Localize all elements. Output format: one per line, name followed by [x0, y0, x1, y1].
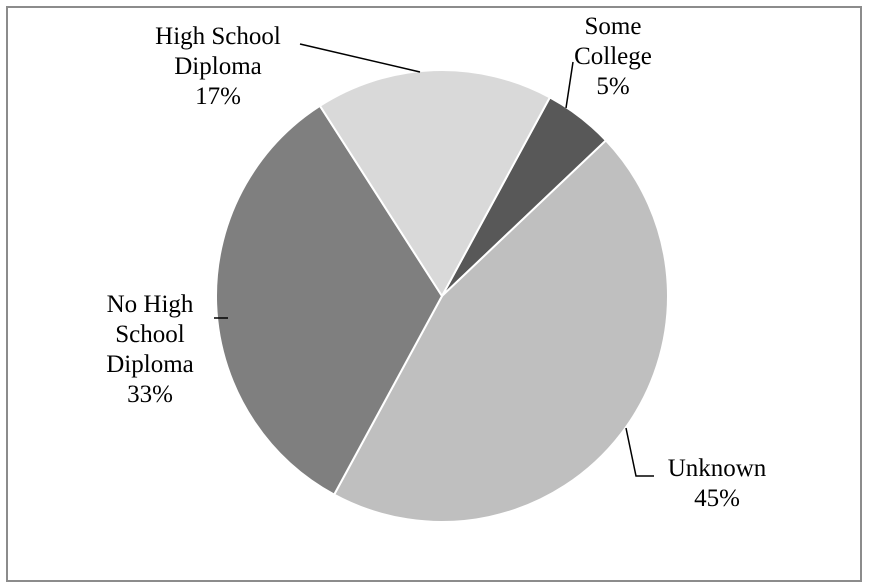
- slice-percent-label: 17%: [195, 83, 241, 110]
- leader-line: [625, 427, 654, 477]
- pie-slice-no-high-school-diploma: [215, 104, 444, 496]
- slice-name-label: Some: [585, 13, 642, 40]
- leader-line: [299, 43, 421, 73]
- leader-line: [565, 61, 574, 109]
- slice-percent-label: 33%: [127, 381, 173, 408]
- slice-label: No High School Diploma 33%: [106, 291, 194, 408]
- pie-slice-high-school-diploma: [318, 69, 552, 298]
- slice-name-label: High School: [155, 23, 281, 50]
- slice-label: Unknown 45%: [668, 455, 767, 512]
- slice-label: Some College 5%: [574, 13, 652, 100]
- slice-name-label: Diploma: [174, 53, 262, 80]
- slice-name-label: School: [115, 321, 185, 348]
- slice-name-label: Unknown: [668, 455, 767, 482]
- pie-slice-unknown: [332, 139, 669, 523]
- slice-name-label: No High: [107, 291, 194, 318]
- slice-percent-label: 5%: [596, 73, 629, 100]
- slice-name-label: Diploma: [106, 351, 194, 378]
- slice-label: High School Diploma 17%: [155, 23, 281, 110]
- slice-percent-label: 45%: [694, 485, 740, 512]
- slice-name-label: College: [574, 43, 652, 70]
